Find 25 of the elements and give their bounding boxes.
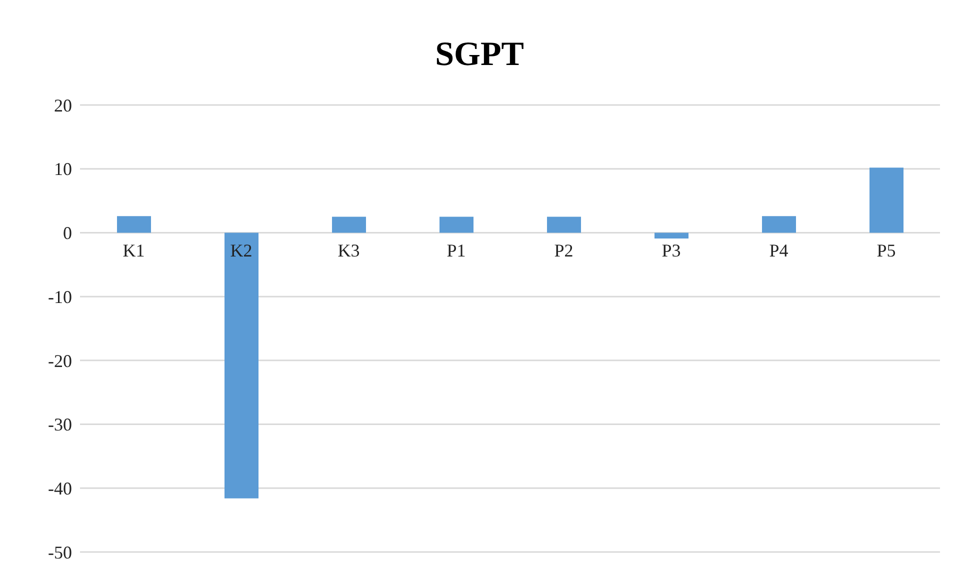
chart-title: SGPT xyxy=(434,36,525,74)
bar xyxy=(224,232,258,498)
x-tick-label: P1 xyxy=(446,240,466,261)
x-tick-label: P5 xyxy=(876,240,896,261)
y-tick-label: -40 xyxy=(48,478,72,499)
y-tick-label: 20 xyxy=(54,95,72,116)
bar xyxy=(117,216,151,233)
y-tick-label: -10 xyxy=(48,286,72,307)
bar xyxy=(440,216,474,233)
y-tick-label: 0 xyxy=(63,223,72,244)
x-tick-label: K2 xyxy=(230,240,252,261)
x-tick-label: K1 xyxy=(122,240,145,261)
bar xyxy=(654,232,688,238)
y-tick-label: -50 xyxy=(48,542,72,562)
x-tick-label: K3 xyxy=(338,240,360,261)
y-tick-label: -30 xyxy=(48,414,72,435)
bar xyxy=(762,216,796,233)
bar xyxy=(332,216,366,233)
y-tick-label: -20 xyxy=(48,350,72,371)
x-tick-label: P4 xyxy=(769,240,788,261)
bar xyxy=(547,216,581,233)
y-tick-label: 10 xyxy=(54,159,72,180)
x-tick-label: P2 xyxy=(554,240,574,261)
x-tick-label: P3 xyxy=(662,240,681,261)
bar xyxy=(870,168,904,233)
